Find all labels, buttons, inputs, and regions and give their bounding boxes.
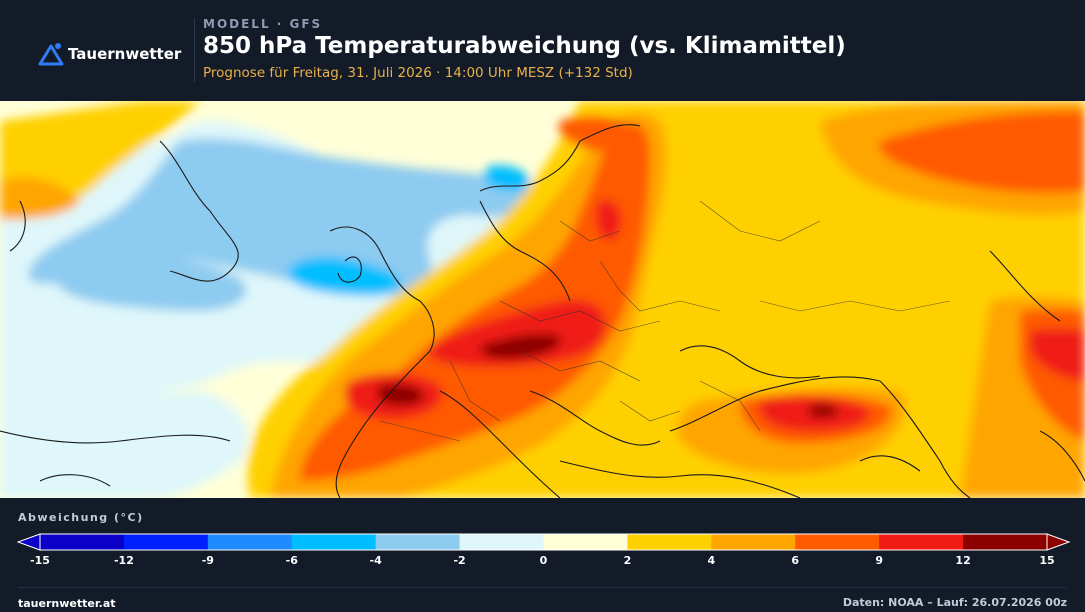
colorbar-tick-label: 15 [1039, 554, 1055, 567]
header: Tauernwetter MODELL · GFS 850 hPa Temper… [0, 0, 1085, 101]
colorbar-segment [795, 534, 880, 550]
colorbar-tick-label: 6 [791, 554, 800, 567]
colorbar-segment [963, 534, 1048, 550]
colorbar-segment [291, 534, 377, 550]
colorbar-tick-label: 4 [707, 554, 716, 567]
colorbar-tick-label: -2 [453, 554, 466, 567]
colorbar-tick-label: -15 [30, 554, 50, 567]
colorbar-tick-label: 2 [623, 554, 632, 567]
colorbar-min-arrow [16, 533, 41, 551]
legend-title: Abweichung (°C) [18, 511, 144, 524]
colorbar-tick-label: -4 [369, 554, 382, 567]
footer-divider [18, 587, 1067, 588]
map-canvas [0, 101, 1085, 498]
colorbar-segment [711, 534, 796, 550]
colorbar-tick-label: 0 [539, 554, 548, 567]
brand-logo[interactable]: Tauernwetter [36, 40, 181, 68]
model-label: MODELL · GFS [203, 17, 323, 31]
colorbar-tick-label: 9 [875, 554, 883, 567]
colorbar-tick-label: -6 [285, 554, 298, 567]
legend: Abweichung (°C) -15 -12 -9 -6 -4 -2 0 2 4 6 9 12 15 [0, 498, 1085, 588]
brand-name: Tauernwetter [68, 45, 182, 63]
colorbar-tick-label: -12 [113, 554, 134, 567]
colorbar-segment [627, 534, 712, 550]
site-link[interactable]: tauernwetter.at [18, 597, 116, 610]
colorbar-max-arrow [1046, 533, 1071, 551]
header-divider [194, 18, 195, 82]
colorbar-segment [207, 534, 293, 550]
colorbar-segment [459, 534, 544, 550]
page-title: 850 hPa Temperaturabweichung (vs. Klimam… [203, 33, 846, 59]
forecast-time: Prognose für Freitag, 31. Juli 2026 · 14… [203, 65, 633, 81]
colorbar-tick-label: 12 [955, 554, 971, 567]
mountain-logo-icon [38, 43, 64, 66]
colorbar-segment [375, 534, 461, 550]
temperature-anomaly-map [0, 101, 1085, 498]
anomaly-field [0, 101, 1085, 498]
colorbar-tick-label: -9 [201, 554, 214, 567]
colorbar-segment [123, 534, 209, 550]
colorbar-segment [879, 534, 964, 550]
data-source: Daten: NOAA – Lauf: 26.07.2026 00z [842, 596, 1067, 609]
colorbar [16, 533, 1071, 551]
colorbar-segment [40, 534, 125, 550]
colorbar-segment [543, 534, 628, 550]
colorbar-frame [39, 533, 1048, 551]
country-borders [379, 200, 951, 442]
coastlines [0, 124, 1085, 498]
